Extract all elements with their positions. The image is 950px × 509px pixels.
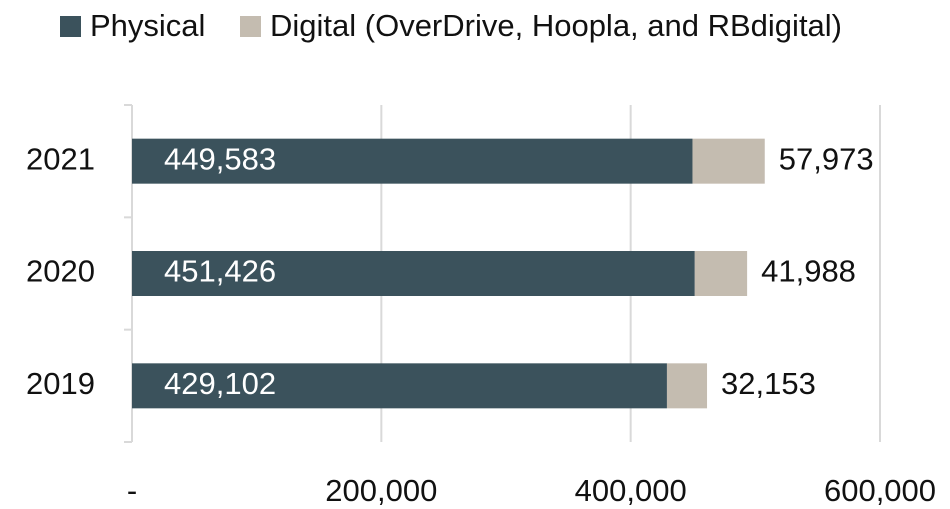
value-label: 429,102 <box>164 366 276 401</box>
x-tick-label: 200,000 <box>325 473 437 508</box>
legend-label: Digital (OverDrive, Hoopla, and RBdigita… <box>270 8 842 43</box>
x-tick-label: - <box>127 473 137 508</box>
legend-label: Physical <box>90 8 205 43</box>
x-tick-label: 600,000 <box>824 473 936 508</box>
value-label: 449,583 <box>164 141 276 176</box>
bar-segment <box>692 138 765 184</box>
bar-segment <box>132 251 695 296</box>
y-tick-label: 2019 <box>26 366 95 401</box>
x-tick-label: 400,000 <box>575 473 687 508</box>
value-label: 41,988 <box>761 254 856 289</box>
y-tick-label: 2021 <box>26 141 95 176</box>
value-label: 451,426 <box>164 254 276 289</box>
value-label: 32,153 <box>721 366 816 401</box>
bar-segment <box>132 138 693 184</box>
legend-swatch <box>60 16 81 37</box>
y-tick-label: 2020 <box>26 254 95 289</box>
value-label: 57,973 <box>779 141 874 176</box>
bar-segment <box>132 363 667 409</box>
bar-segment <box>666 363 708 409</box>
legend-swatch <box>240 16 261 37</box>
bar-segment <box>694 251 748 296</box>
